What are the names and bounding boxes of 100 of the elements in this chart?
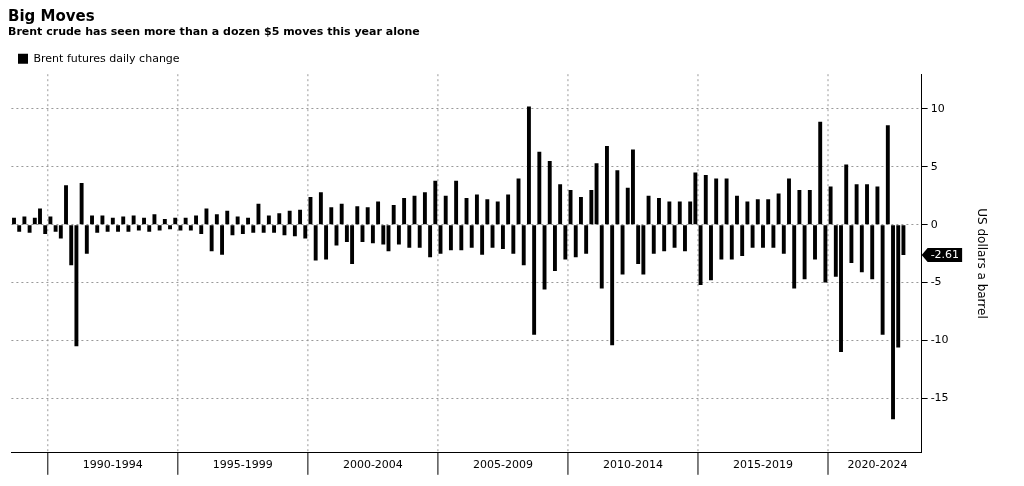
y-tick-label: -10: [930, 333, 949, 347]
bar: [495, 201, 500, 225]
bar: [703, 174, 708, 225]
bar: [188, 225, 193, 231]
bar: [240, 225, 245, 234]
y-axis-title: US dollars a barrel: [974, 208, 989, 319]
bar: [740, 225, 745, 256]
bar: [433, 180, 438, 225]
y-tick-label: 0: [930, 217, 938, 231]
y-tick-label: -15: [930, 391, 949, 405]
bar: [677, 201, 682, 225]
bar: [781, 225, 786, 254]
bar: [376, 201, 381, 225]
bar: [506, 194, 511, 225]
bar: [698, 225, 703, 285]
bar: [355, 206, 360, 225]
bar: [605, 145, 609, 225]
bar: [64, 185, 68, 225]
bar: [709, 225, 713, 281]
bar: [422, 192, 427, 225]
bar: [792, 225, 797, 289]
bar: [620, 225, 625, 275]
bar: [511, 225, 516, 254]
bar: [849, 225, 854, 263]
bar: [17, 225, 22, 232]
bar: [521, 225, 526, 266]
bar: [220, 225, 224, 255]
bar: [761, 225, 765, 248]
bar: [100, 215, 105, 225]
bar: [719, 225, 724, 260]
bar: [407, 225, 412, 248]
bar: [594, 163, 599, 225]
bar: [152, 214, 157, 225]
bar: [745, 201, 750, 225]
x-tick-label: 1995-1999: [212, 458, 273, 472]
bar: [870, 225, 875, 280]
x-tick-label: 2010-2014: [602, 458, 663, 472]
bar: [110, 217, 115, 225]
bar: [807, 189, 812, 225]
bar: [563, 225, 568, 260]
bar: [802, 225, 807, 280]
bar: [225, 210, 230, 225]
bar: [194, 215, 198, 225]
bar: [313, 225, 318, 261]
bar: [136, 225, 141, 231]
y-tick-label: 10: [930, 101, 945, 115]
bar: [214, 214, 219, 225]
bar: [724, 178, 729, 225]
bar: [173, 217, 178, 225]
bar: [428, 225, 433, 258]
bar: [646, 195, 651, 225]
y-tick-label: -5: [930, 275, 942, 289]
bar: [880, 225, 885, 335]
x-tick-label: 2000-2004: [342, 458, 403, 472]
bar: [272, 225, 277, 233]
bar: [131, 215, 136, 225]
x-tick-label: 2020-2024: [847, 458, 908, 472]
bar: [448, 225, 453, 251]
bar: [735, 195, 739, 225]
chart-subtitle: Brent crude has seen more than a dozen $5 moves this year alone: [8, 25, 420, 39]
bar: [875, 186, 880, 225]
bar: [459, 225, 464, 251]
bar: [474, 194, 479, 225]
bar: [500, 225, 505, 250]
bar: [251, 225, 256, 233]
bar: [599, 225, 604, 289]
bar: [277, 213, 282, 225]
bar: [318, 192, 323, 225]
bar: [443, 195, 448, 225]
bar: [381, 225, 386, 245]
bar: [402, 198, 407, 225]
bar: [683, 225, 687, 252]
bar: [391, 205, 396, 225]
bar: [610, 225, 615, 346]
bar: [859, 225, 864, 273]
legend-label: Brent futures daily change: [33, 51, 180, 65]
bar: [854, 184, 859, 225]
bar: [755, 199, 760, 225]
bar: [168, 225, 172, 230]
bar: [469, 225, 474, 248]
text: -2.61: [930, 247, 960, 261]
bar: [776, 193, 781, 225]
bar: [797, 189, 802, 225]
bar: [298, 209, 303, 225]
bar: [885, 125, 890, 225]
bar: [58, 225, 63, 239]
bar: [651, 225, 656, 254]
bar: [771, 225, 776, 248]
bar: [714, 178, 719, 225]
bar: [667, 201, 672, 225]
bar: [126, 225, 131, 232]
bar: [579, 196, 583, 225]
bar: [552, 225, 557, 272]
bar: [246, 217, 251, 225]
bar: [121, 216, 126, 225]
bar: [526, 106, 531, 225]
bar: [573, 225, 578, 258]
chart-title: Big Moves: [8, 6, 95, 25]
bar: [823, 225, 828, 283]
bar: [729, 225, 734, 260]
